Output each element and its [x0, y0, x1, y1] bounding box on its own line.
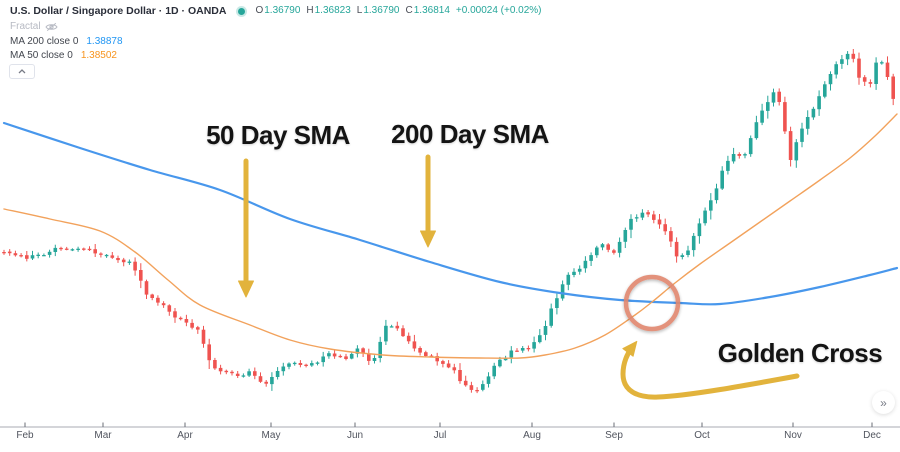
ma200-value: 1.38878	[86, 36, 123, 47]
axis-month-label[interactable]: Jun	[346, 430, 364, 441]
fractal-label: Fractal	[10, 21, 41, 32]
time-axis[interactable]	[0, 422, 900, 428]
golden-cross-circle[interactable]	[623, 274, 681, 332]
low-value: 1.36790	[363, 5, 400, 16]
high-label: H	[306, 5, 314, 16]
axis-month-label[interactable]: Oct	[694, 430, 710, 441]
close-value: 1.36814	[413, 5, 450, 16]
golden-cross-arrow[interactable]	[620, 340, 800, 400]
legend-collapse-button[interactable]	[9, 64, 35, 79]
high-value: 1.36823	[314, 5, 351, 16]
indicator-row-ma50[interactable]: MA 50 close 0 1.38502	[10, 50, 117, 62]
sma50-annotation-label[interactable]: 50 Day SMA	[206, 120, 350, 150]
axis-month-label[interactable]: May	[261, 430, 281, 441]
ohlc-readout: O1.36790 H1.36823 L1.36790 C1.36814 +0.0…	[255, 5, 541, 17]
annotation-drawings	[238, 154, 800, 400]
sma200-annotation-label[interactable]: 200 Day SMA	[391, 119, 549, 149]
change-value: +0.00024 (+0.02%)	[455, 5, 542, 16]
axis-month-label[interactable]: Feb	[16, 430, 34, 441]
candlesticks	[2, 49, 895, 394]
ma200-label: MA 200 close 0	[10, 36, 79, 47]
double-chevron-right-icon: »	[880, 395, 887, 410]
ma50-label: MA 50 close 0	[10, 50, 73, 61]
axis-month-label[interactable]: Dec	[863, 430, 881, 441]
scroll-right-button[interactable]: »	[872, 391, 895, 414]
symbol-header: U.S. Dollar / Singapore Dollar · 1D · OA…	[10, 5, 542, 17]
indicator-row-fractal[interactable]: Fractal	[10, 21, 58, 33]
eye-hidden-icon[interactable]	[44, 22, 58, 32]
time-axis-labels[interactable]: Feb Mar Apr May Jun Jul Aug Sep Oct Nov Dec	[0, 430, 900, 446]
low-label: L	[356, 5, 363, 16]
axis-month-label[interactable]: Sep	[605, 430, 623, 441]
axis-month-label[interactable]: Apr	[177, 430, 193, 441]
sma50-line[interactable]	[3, 113, 898, 359]
symbol-title[interactable]: U.S. Dollar / Singapore Dollar · 1D · OA…	[10, 5, 227, 17]
close-label: C	[405, 5, 413, 16]
chevron-up-icon	[18, 69, 26, 74]
axis-month-label[interactable]: Mar	[94, 430, 112, 441]
sma200-arrow[interactable]	[420, 154, 436, 248]
sma200-line[interactable]	[2, 121, 899, 306]
sma50-arrow[interactable]	[238, 158, 254, 298]
axis-month-label[interactable]: Jul	[433, 430, 447, 441]
market-status-icon[interactable]	[238, 7, 246, 15]
axis-month-label[interactable]: Nov	[784, 430, 802, 441]
indicator-row-ma200[interactable]: MA 200 close 0 1.38878	[10, 36, 123, 48]
open-value: 1.36790	[264, 5, 301, 16]
ma50-value: 1.38502	[80, 50, 117, 61]
open-label: O	[255, 5, 264, 16]
axis-month-label[interactable]: Aug	[523, 430, 541, 441]
golden-cross-annotation-label[interactable]: Golden Cross	[717, 338, 883, 368]
